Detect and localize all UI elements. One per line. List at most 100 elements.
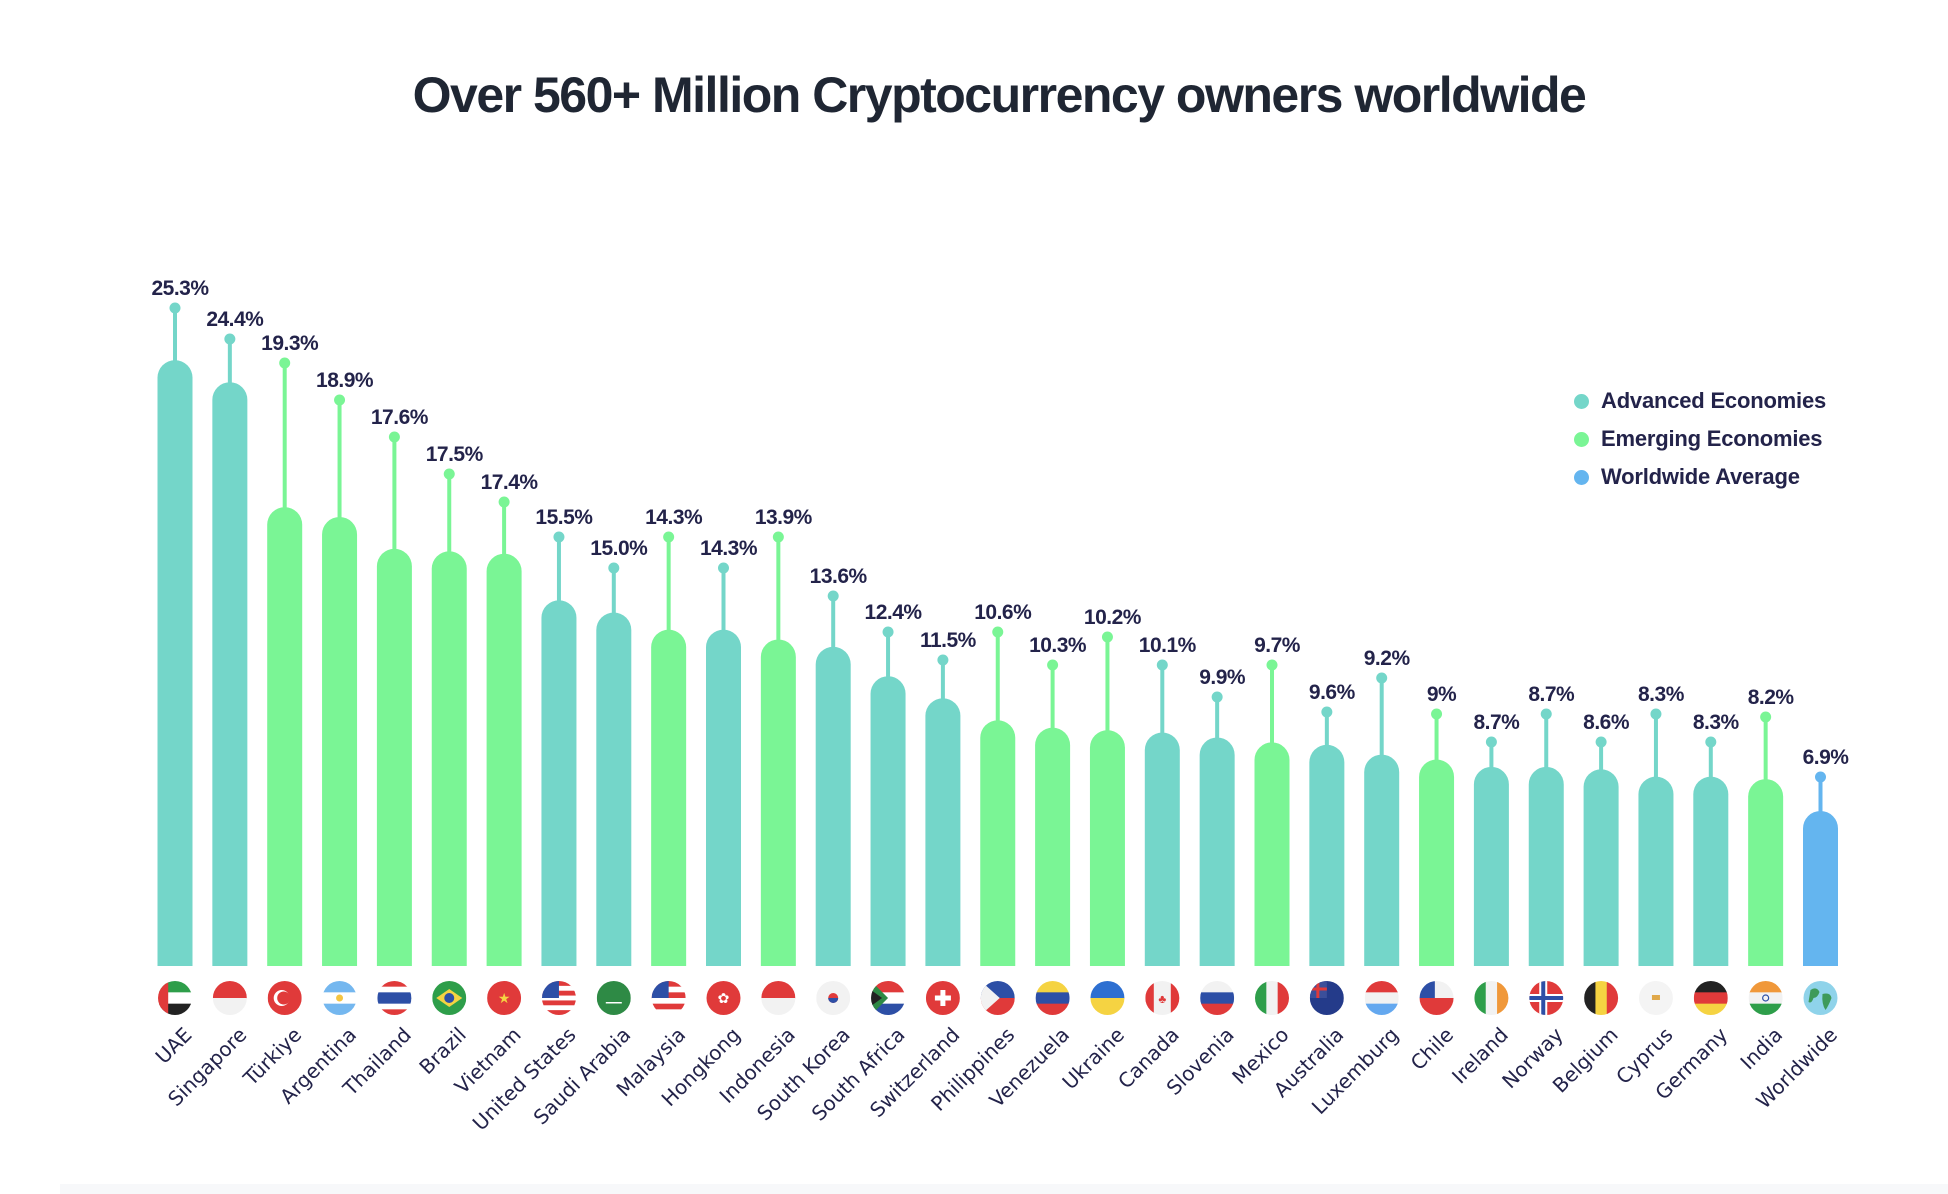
pin-dot	[388, 431, 400, 443]
pin-dot	[1266, 659, 1278, 671]
pin-dot	[1595, 736, 1607, 748]
bar-switzerland	[925, 698, 961, 966]
pin-dot	[772, 531, 784, 543]
bar-australia	[1309, 744, 1345, 966]
bar-worldwide	[1803, 810, 1838, 966]
legend-dot-icon	[1574, 393, 1589, 409]
bar-türkiye	[267, 507, 303, 966]
pin-dot	[1156, 659, 1168, 671]
flag-philippines-icon	[980, 981, 1015, 1015]
bar-norway	[1528, 766, 1564, 966]
bar-argentina	[322, 516, 358, 966]
legend-label: Advanced Economies	[1601, 388, 1827, 413]
pin-dot	[1760, 711, 1772, 723]
flag-uae-icon	[158, 981, 192, 1015]
pin-dot	[1047, 659, 1059, 671]
flag-saudi-arabia-icon	[596, 981, 631, 1015]
flag-ukraine-icon	[1090, 981, 1125, 1015]
bar-ireland	[1473, 766, 1509, 966]
bar-india	[1748, 779, 1784, 966]
legend: Advanced Economies Emerging Economies Worl…	[1574, 382, 1826, 496]
category-label: Ukraine	[1057, 1023, 1129, 1095]
globe-icon	[1803, 981, 1838, 1015]
bar-saudi-arabia	[596, 612, 632, 966]
value-label: 17.4%	[481, 471, 539, 494]
flag-malaysia-icon	[651, 981, 686, 1015]
pin-dot	[443, 468, 455, 480]
flag-norway-icon	[1529, 981, 1564, 1015]
value-label: 19.3%	[261, 332, 319, 355]
value-label: 18.9%	[316, 369, 374, 392]
flag-venezuela-icon	[1035, 981, 1070, 1015]
value-label: 8.7%	[1528, 683, 1575, 706]
bar-canada	[1144, 732, 1180, 966]
pin-dot	[1376, 672, 1388, 684]
pin-dot	[224, 333, 236, 345]
pin-dot	[279, 357, 291, 369]
pin-dot	[937, 654, 949, 666]
legend-dot-icon	[1574, 469, 1589, 485]
svg-text:★: ★	[498, 990, 511, 1006]
value-label: 8.6%	[1583, 711, 1630, 734]
value-label: 14.3%	[645, 506, 703, 529]
bar-vietnam	[486, 553, 522, 966]
pin-dot	[1540, 708, 1552, 720]
value-label: 25.3%	[151, 277, 209, 300]
pin-dot	[1815, 771, 1826, 783]
bar-hongkong	[706, 629, 741, 966]
pin-dot	[1211, 691, 1223, 703]
bar-south-africa	[870, 676, 906, 966]
bar-united-states	[541, 600, 577, 966]
legend-label: Worldwide Average	[1601, 464, 1800, 489]
legend-item-emerging: Emerging Economies	[1574, 420, 1826, 458]
flag-brazil-icon	[432, 981, 467, 1015]
value-label: 15.5%	[535, 506, 593, 529]
value-label: 10.1%	[1139, 634, 1197, 657]
bar-mexico	[1254, 742, 1290, 966]
flag-belgium-icon	[1584, 981, 1619, 1015]
flag-south-africa-icon	[871, 981, 906, 1015]
value-label: 13.6%	[810, 565, 868, 588]
pin-dot	[1650, 708, 1662, 720]
bottom-strip	[60, 1184, 1948, 1194]
pin-dot	[1321, 706, 1333, 718]
svg-text:✿: ✿	[718, 990, 730, 1006]
flag-slovenia-icon	[1200, 981, 1235, 1015]
flag-turkiye-icon	[267, 981, 302, 1015]
flag-argentina-icon	[322, 981, 357, 1015]
value-label: 8.3%	[1638, 683, 1685, 706]
value-label: 10.6%	[974, 601, 1032, 624]
value-label: 9.6%	[1309, 681, 1356, 704]
pin-dot	[827, 590, 839, 602]
legend-item-advanced: Advanced Economies	[1574, 382, 1826, 420]
pin-dot	[1101, 631, 1113, 643]
svg-text:♣: ♣	[1158, 992, 1166, 1006]
bars-layer	[157, 302, 1838, 966]
bar-cyprus	[1638, 776, 1674, 966]
flag-ireland-icon	[1474, 981, 1509, 1015]
flag-mexico-icon	[1255, 981, 1289, 1015]
flag-luxemburg-icon	[1364, 981, 1399, 1015]
value-label: 24.4%	[206, 308, 264, 331]
bar-belgium	[1583, 769, 1619, 966]
pin-dot	[1485, 736, 1497, 748]
pin-dot	[498, 496, 510, 508]
flag-cyprus-icon	[1638, 981, 1673, 1015]
pin-dot	[718, 562, 729, 574]
flag-switzerland-icon	[925, 981, 960, 1015]
flag-united-states-icon	[541, 981, 576, 1015]
pin-dot	[553, 531, 565, 543]
value-label: 10.3%	[1029, 634, 1087, 657]
pin-dot	[608, 562, 620, 574]
flag-australia-icon	[1309, 981, 1344, 1015]
flag-india-icon	[1748, 981, 1783, 1015]
category-label: UAE	[151, 1023, 197, 1069]
bar-malaysia	[651, 629, 687, 966]
flag-chile-icon	[1419, 981, 1454, 1015]
flag-indonesia-icon	[761, 981, 796, 1015]
bar-brazil	[431, 551, 467, 966]
flag-thailand-icon	[377, 981, 412, 1015]
value-label: 8.3%	[1693, 711, 1740, 734]
bar-chile	[1419, 759, 1455, 966]
